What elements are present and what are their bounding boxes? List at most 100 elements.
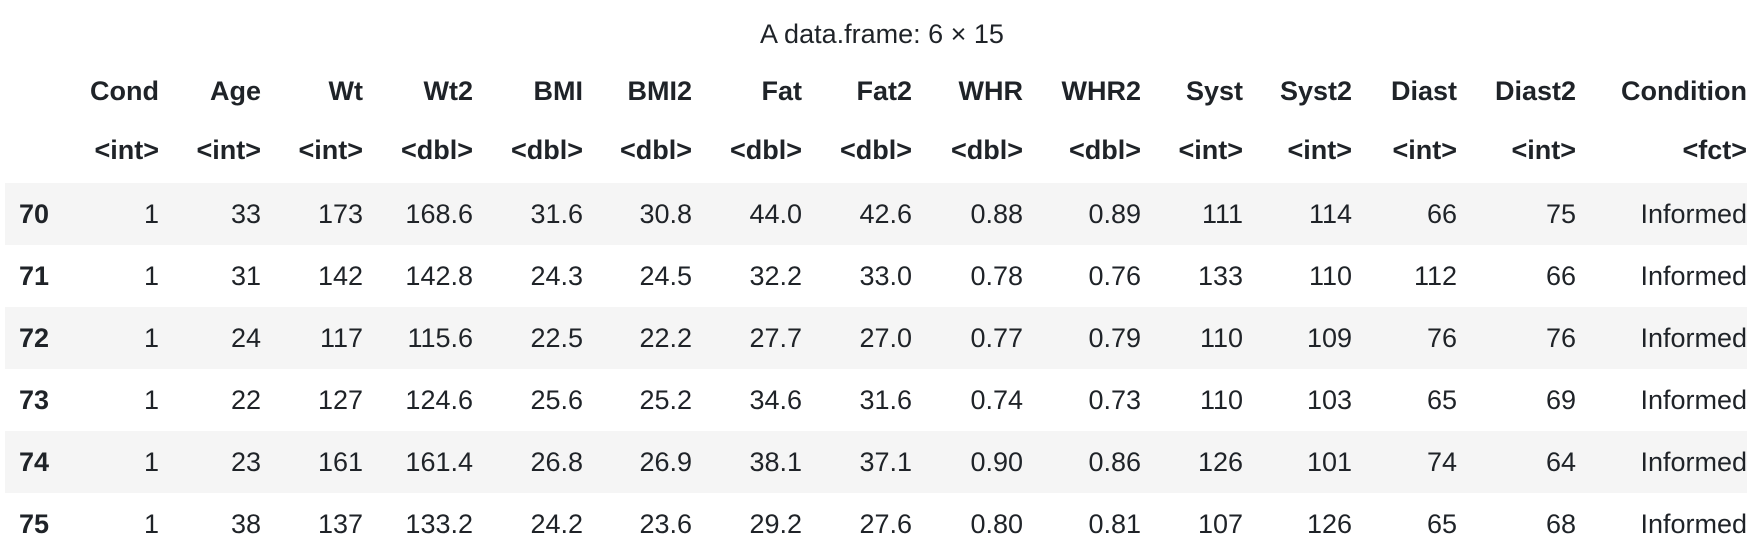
cell: 115.6 — [407, 322, 473, 353]
column-header: WHR2 — [1061, 75, 1142, 106]
column-header: BMI2 — [627, 75, 692, 106]
column-type: <int> — [1392, 135, 1457, 165]
column-type: <dbl> — [510, 135, 583, 165]
cell: 0.79 — [1088, 322, 1141, 353]
type-row: <int> <int> <int> <dbl> <dbl> <dbl> <dbl> <dbl>… — [5, 118, 1747, 183]
cell: 29.2 — [749, 508, 802, 539]
cell: 68 — [1545, 508, 1576, 539]
cell: 0.78 — [970, 260, 1023, 291]
data-table: Cond Age Wt Wt2 BMI BMI2 Fat Fat2 WHR WHR2 Syst Sys… — [5, 64, 1747, 555]
column-type: <int> — [1178, 135, 1243, 165]
cell: 133.2 — [405, 508, 473, 539]
cell: 27.6 — [859, 508, 912, 539]
cell: 1 — [143, 384, 159, 415]
cell: Informed — [1640, 260, 1747, 291]
cell: Informed — [1640, 322, 1747, 353]
data-row: 75 1 38 137 133.2 24.2 23.6 29.2 27.6 0.80 0.81 107… — [5, 493, 1747, 555]
cell: 110 — [1199, 322, 1243, 353]
cell: 112 — [1413, 260, 1457, 291]
column-header: Wt — [328, 75, 363, 106]
cell: 33 — [230, 198, 261, 229]
cell: 75 — [1545, 198, 1576, 229]
cell: 114 — [1308, 198, 1352, 229]
cell: 44.0 — [749, 198, 802, 229]
column-header: Condition — [1621, 75, 1747, 106]
corner-cell — [5, 64, 85, 118]
column-type: <int> — [298, 135, 363, 165]
corner-cell — [5, 118, 85, 183]
cell: 126 — [1306, 508, 1352, 539]
cell: 109 — [1306, 322, 1352, 353]
column-header: BMI — [533, 75, 584, 106]
cell: 1 — [143, 260, 159, 291]
cell: 69 — [1545, 384, 1576, 415]
column-header: Syst — [1185, 75, 1243, 106]
cell: 0.88 — [970, 198, 1023, 229]
cell: 31.6 — [530, 198, 583, 229]
cell: 1 — [143, 508, 159, 539]
cell: 38 — [230, 508, 261, 539]
cell: 22.2 — [639, 322, 692, 353]
row-name: 73 — [19, 384, 50, 415]
cell: 42.6 — [859, 198, 912, 229]
cell: 76 — [1545, 322, 1576, 353]
cell: 74 — [1426, 446, 1457, 477]
data-row: 70 1 33 173 168.6 31.6 30.8 44.0 42.6 0.88 0.89 111… — [5, 183, 1747, 245]
column-type: <dbl> — [1068, 135, 1141, 165]
column-type: <int> — [1511, 135, 1576, 165]
cell: 65 — [1426, 508, 1457, 539]
cell: 25.6 — [530, 384, 583, 415]
cell: 142.8 — [405, 260, 473, 291]
cell: 0.89 — [1088, 198, 1141, 229]
cell: 24.5 — [639, 260, 692, 291]
cell: 101 — [1306, 446, 1352, 477]
cell: 66 — [1426, 198, 1457, 229]
cell: 0.77 — [970, 322, 1023, 353]
cell: 0.74 — [970, 384, 1023, 415]
cell: 110 — [1308, 260, 1352, 291]
cell: 24.3 — [530, 260, 583, 291]
cell: 110 — [1199, 384, 1243, 415]
table-caption: A data.frame: 6 × 15 — [760, 19, 1004, 49]
cell: 103 — [1306, 384, 1352, 415]
column-header: Age — [209, 75, 261, 106]
column-type: <dbl> — [950, 135, 1023, 165]
cell: 117 — [319, 322, 363, 353]
cell: 32.2 — [749, 260, 802, 291]
cell: 0.81 — [1088, 508, 1141, 539]
cell: 26.9 — [639, 446, 692, 477]
cell: 66 — [1545, 260, 1576, 291]
cell: 65 — [1426, 384, 1457, 415]
cell: 0.73 — [1088, 384, 1141, 415]
column-header: WHR — [958, 75, 1023, 106]
cell: 24 — [230, 322, 261, 353]
cell: 168.6 — [405, 198, 473, 229]
cell: 22 — [230, 384, 261, 415]
cell: 64 — [1545, 446, 1576, 477]
cell: 173 — [317, 198, 363, 229]
cell: 133 — [1197, 260, 1243, 291]
cell: Informed — [1640, 446, 1747, 477]
column-header: Fat — [761, 75, 803, 106]
column-type: <int> — [94, 135, 159, 165]
cell: 127 — [317, 384, 363, 415]
column-type: <dbl> — [400, 135, 473, 165]
cell: 161.4 — [405, 446, 473, 477]
data-row: 71 1 31 142 142.8 24.3 24.5 32.2 33.0 0.78 0.76 133… — [5, 245, 1747, 307]
cell: 37.1 — [859, 446, 912, 477]
column-type: <int> — [1287, 135, 1352, 165]
column-header: Wt2 — [423, 75, 474, 106]
cell: 1 — [143, 198, 159, 229]
cell: 31 — [230, 260, 261, 291]
cell: 25.2 — [639, 384, 692, 415]
cell: Informed — [1640, 508, 1747, 539]
column-type: <dbl> — [619, 135, 692, 165]
column-header: Diast2 — [1494, 75, 1576, 106]
data-row: 74 1 23 161 161.4 26.8 26.9 38.1 37.1 0.90 0.86 126… — [5, 431, 1747, 493]
cell: 0.80 — [970, 508, 1023, 539]
row-name: 75 — [19, 508, 50, 539]
row-name: 71 — [19, 260, 50, 291]
column-type: <fct> — [1682, 135, 1747, 165]
column-type: <int> — [196, 135, 261, 165]
